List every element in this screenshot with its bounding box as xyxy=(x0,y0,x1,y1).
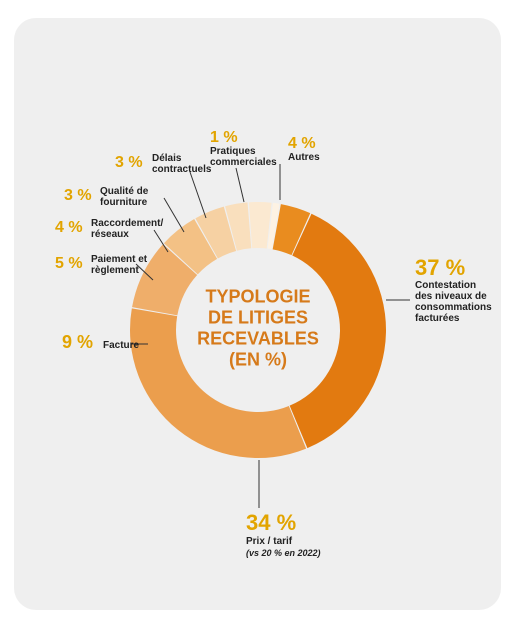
leader-pratiques xyxy=(236,168,244,202)
pct-autres: 4 % xyxy=(288,135,316,152)
leader-delais xyxy=(190,172,206,218)
leader-qualite xyxy=(164,198,184,232)
slice-delais xyxy=(249,202,272,248)
label-qualite-1: fourniture xyxy=(100,197,148,208)
center-title-line-2: RECEVABLES xyxy=(197,329,319,349)
label-paiement-0: Paiement et xyxy=(91,254,148,265)
donut-chart: 4 %Autres37 %Contestationdes niveaux dec… xyxy=(0,0,515,628)
pct-facture: 9 % xyxy=(62,332,93,352)
center-title-line-0: TYPOLOGIE xyxy=(205,287,310,307)
label-delais-0: Délais xyxy=(152,153,182,164)
label-pratiques-1: commerciales xyxy=(210,157,277,168)
label-raccordement-1: réseaux xyxy=(91,229,129,240)
label-contestation-0: Contestation xyxy=(415,280,476,291)
pct-qualite: 3 % xyxy=(64,187,92,204)
label-qualite-0: Qualité de xyxy=(100,186,149,197)
label-raccordement-0: Raccordement/ xyxy=(91,218,163,229)
label-autres: Autres xyxy=(288,152,320,163)
label-pratiques-0: Pratiques xyxy=(210,146,256,157)
label-contestation-2: consommations xyxy=(415,302,492,313)
label-prix: Prix / tarif xyxy=(246,536,293,547)
center-title-line-3: (EN %) xyxy=(229,350,287,370)
pct-prix: 34 % xyxy=(246,510,296,535)
pct-raccordement: 4 % xyxy=(55,219,83,236)
label-contestation-1: des niveaux de xyxy=(415,291,487,302)
label-paiement-1: règlement xyxy=(91,265,139,276)
label-contestation-3: facturées xyxy=(415,313,460,324)
center-title-line-1: DE LITIGES xyxy=(208,308,308,328)
pct-contestation: 37 % xyxy=(415,255,465,280)
pct-paiement: 5 % xyxy=(55,255,83,272)
sublabel-prix: (vs 20 % en 2022) xyxy=(246,548,321,558)
pct-pratiques: 1 % xyxy=(210,129,238,146)
label-facture: Facture xyxy=(103,340,140,351)
pct-delais: 3 % xyxy=(115,154,143,171)
label-delais-1: contractuels xyxy=(152,164,212,175)
